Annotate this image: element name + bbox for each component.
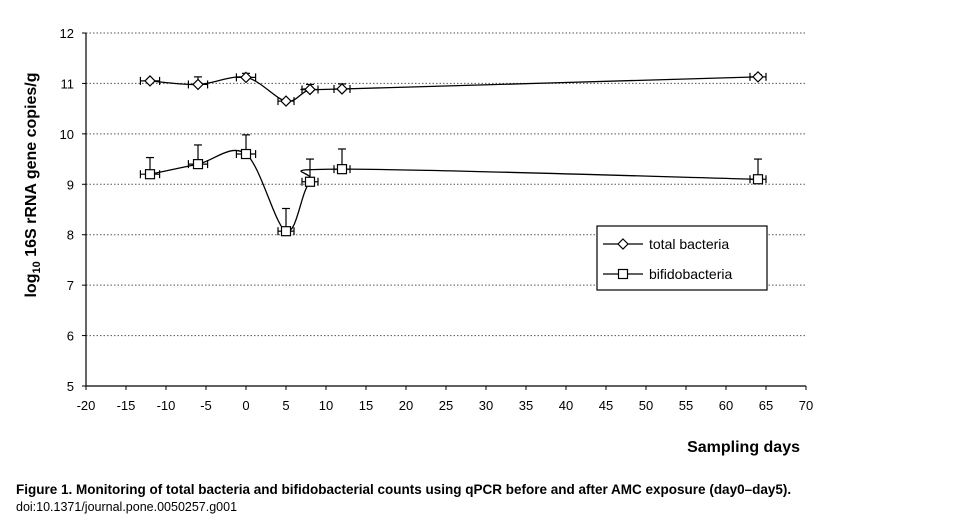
data-point [144, 75, 156, 87]
series-square [139, 134, 767, 237]
legend-marker [617, 268, 629, 280]
x-tick-label: -20 [77, 398, 96, 413]
series-line [149, 76, 759, 102]
x-tick-label: 15 [359, 398, 373, 413]
x-tick-label: 65 [759, 398, 773, 413]
x-tick-label: 25 [439, 398, 453, 413]
legend-label: bifidobacteria [649, 266, 732, 282]
data-point [192, 78, 204, 91]
x-tick-label: 20 [399, 398, 413, 413]
x-tick-label: -15 [117, 398, 136, 413]
x-tick-label: 10 [319, 398, 333, 413]
data-point [144, 169, 156, 180]
y-tick-label: 8 [67, 228, 74, 243]
x-tick-label: 0 [242, 398, 249, 413]
y-tick-label: 6 [67, 329, 74, 344]
caption-title: Figure 1. Monitoring of total bacteria a… [16, 482, 792, 497]
legend-marker [617, 238, 629, 250]
axes: 5 6 7 8 9 10 11 12 -20 -15 -10 -5 0 5 10 15 20 25 30 35 40 45… [60, 26, 814, 413]
x-tick-label: -5 [200, 398, 212, 413]
y-tick-label: 11 [61, 76, 75, 91]
series-line [149, 149, 759, 232]
x-tick-label: 45 [599, 398, 613, 413]
figure-caption: Figure 1. Monitoring of total bacteria a… [16, 481, 966, 516]
x-tick-label: 60 [719, 398, 733, 413]
legend-label: total bacteria [649, 236, 729, 252]
y-tick-label: 5 [67, 379, 74, 394]
x-tick-label: 30 [479, 398, 493, 413]
x-tick-label: 70 [799, 398, 813, 413]
caption-doi: doi:10.1371/journal.pone.0050257.g001 [16, 500, 238, 514]
data-point [240, 148, 252, 160]
x-tick-label: 55 [679, 398, 693, 413]
series-diamond [139, 71, 767, 107]
data-point [752, 71, 764, 83]
x-tick-label: 35 [519, 398, 533, 413]
y-tick-label: 7 [67, 278, 74, 293]
y-tick-label: 10 [60, 127, 74, 142]
data-point [240, 71, 252, 84]
data-point [336, 83, 348, 95]
data-point [304, 176, 316, 187]
data-series [139, 71, 767, 237]
data-point [192, 159, 204, 170]
data-point [280, 226, 292, 237]
y-tick-label: 9 [67, 177, 74, 192]
y-tick-label: 12 [60, 26, 74, 41]
legend: total bacteria bifidobacteria [596, 225, 768, 291]
x-tick-label: 50 [639, 398, 653, 413]
data-point [336, 164, 348, 175]
x-tick-label: -10 [157, 398, 176, 413]
x-tick-label: 5 [282, 398, 289, 413]
data-point [304, 83, 316, 96]
chart: 5 6 7 8 9 10 11 12 -20 -15 -10 -5 0 5 10 15 20 25 30 35 40 45… [23, 26, 814, 456]
y-axis-title: log10 16S rRNA gene copies/g [23, 72, 43, 297]
data-point [280, 95, 292, 107]
data-point [752, 174, 764, 185]
x-tick-label: 40 [559, 398, 573, 413]
legend-box [596, 225, 768, 291]
x-axis-title: Sampling days [687, 439, 800, 456]
